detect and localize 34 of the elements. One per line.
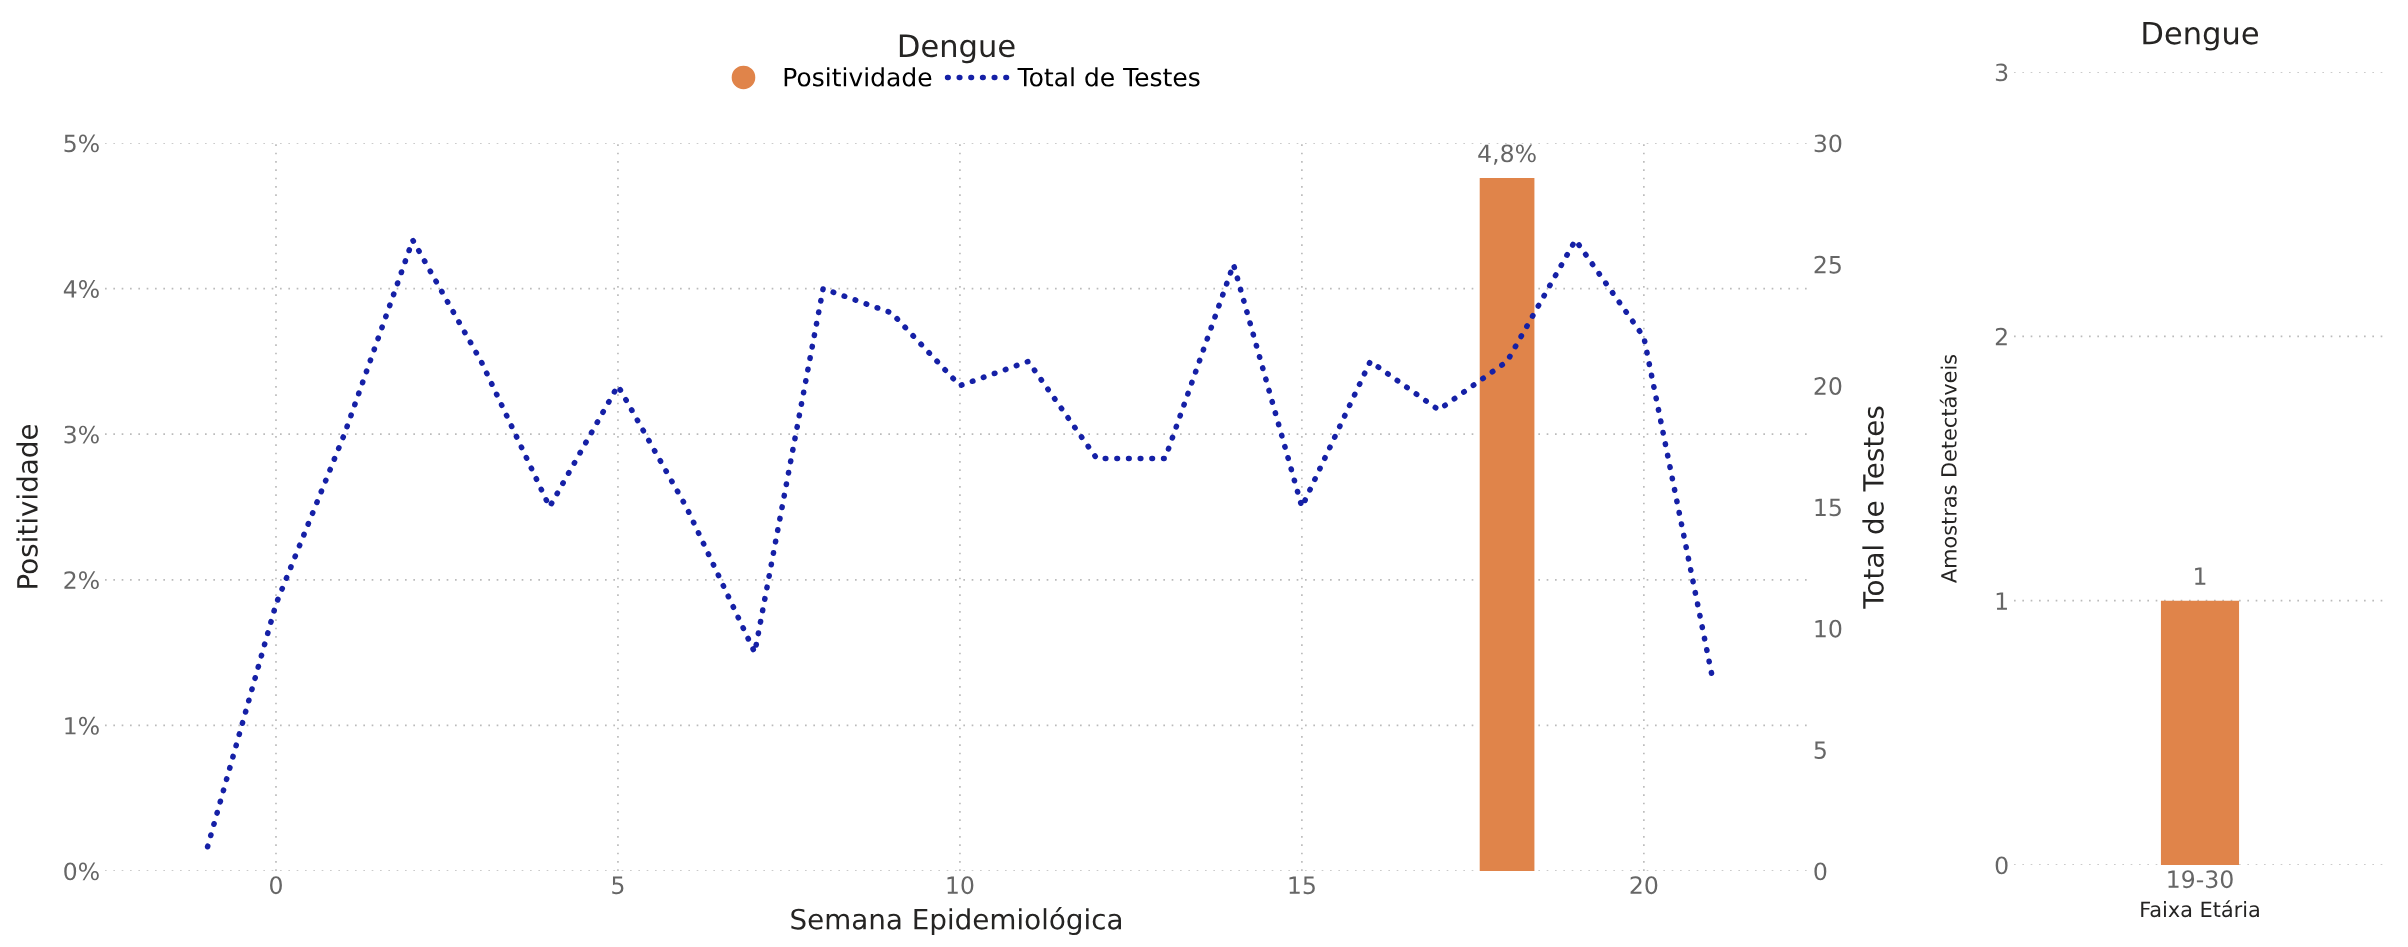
chart-title: Dengue — [899, 34, 1015, 64]
y2-tick-label: 25 — [1814, 255, 1841, 274]
x-tick-label: 15 — [1289, 876, 1315, 895]
x-tick-label: 10 — [947, 876, 974, 895]
chart-title: Dengue — [2143, 21, 2258, 51]
y-tick-label: 0 — [1995, 856, 2008, 875]
y-tick-label: 4% — [63, 280, 99, 298]
y2-tick-label: 5 — [1814, 741, 1826, 759]
x-tick-label: 19-30 — [2168, 870, 2233, 889]
data-label: 4,8% — [1478, 144, 1536, 165]
y-tick-label: 2 — [1995, 327, 2007, 346]
legend-label: Total de Testes — [1017, 67, 1200, 87]
y-tick-label: 2% — [64, 571, 99, 590]
y-tick-label: 3% — [64, 425, 99, 444]
y-tick-label: 0% — [64, 862, 99, 881]
y2-tick-label: 0 — [1814, 862, 1827, 881]
y2-tick-label: 30 — [1814, 134, 1842, 153]
x-axis-title: Faixa Etária — [2141, 900, 2259, 918]
y-axis-title: Amostras Detectáveis — [1939, 354, 1957, 583]
y-tick-label: 1 — [1996, 592, 2007, 610]
y-tick-label: 5% — [64, 134, 99, 153]
y-axis-title: Positividade — [16, 424, 38, 588]
data-label: 1 — [2195, 567, 2206, 585]
y2-tick-label: 10 — [1815, 619, 1842, 638]
y2-axis-title: Total de Testes — [1862, 406, 1884, 609]
y2-tick-label: 15 — [1815, 498, 1841, 517]
x-tick-label: 20 — [1630, 876, 1658, 895]
y-tick-label: 3 — [1995, 63, 2008, 82]
x-tick-label: 5 — [612, 876, 624, 895]
x-tick-label: 0 — [270, 876, 282, 895]
x-axis-title: Semana Epidemiológica — [791, 907, 1121, 936]
y2-tick-label: 20 — [1814, 377, 1842, 395]
legend-label: Positividade — [784, 67, 932, 87]
y-tick-label: 1% — [65, 716, 99, 735]
